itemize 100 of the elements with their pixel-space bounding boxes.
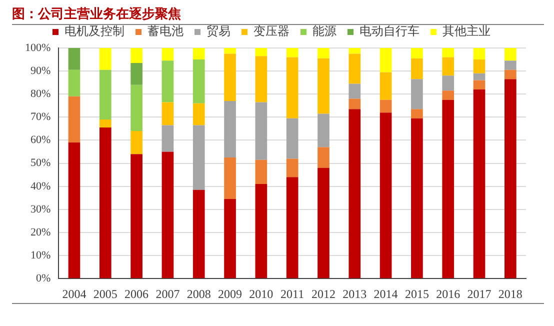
bar [192, 103, 205, 126]
bar [380, 72, 392, 100]
bar [473, 90, 486, 278]
y-tick-label: 0% [36, 272, 51, 284]
x-tick-label: 2013 [342, 286, 367, 301]
bar [442, 57, 454, 76]
bar [162, 102, 174, 126]
x-tick-label: 2005 [93, 286, 118, 301]
legend-label: 电动自行车 [360, 24, 420, 38]
bar [442, 100, 454, 278]
x-tick-label: 2006 [124, 286, 149, 301]
bar [318, 147, 330, 168]
y-tick-label: 90% [30, 64, 51, 77]
legend-label: 电机及控制 [64, 24, 124, 38]
x-tick-label: 2014 [374, 286, 398, 301]
bar [348, 109, 361, 278]
bar [192, 48, 205, 60]
bar [411, 109, 423, 118]
y-tick-label: 10% [30, 249, 51, 262]
bar [68, 48, 80, 70]
bar [473, 73, 486, 80]
bar [318, 168, 330, 278]
bar [442, 48, 454, 58]
y-tick-label: 80% [30, 88, 51, 100]
bar [162, 125, 174, 152]
bar [380, 100, 392, 113]
bar [286, 57, 298, 118]
bar [442, 76, 454, 91]
bar [68, 142, 80, 278]
bar [130, 84, 142, 132]
bar [504, 70, 516, 80]
y-tick-label: 30% [30, 203, 51, 216]
chart-title: 图：公司主营业务在逐步聚焦 [12, 6, 181, 23]
bar [130, 62, 142, 85]
x-tick-label: 2015 [404, 286, 429, 301]
bar [192, 125, 205, 190]
bar [130, 131, 142, 154]
bar [224, 199, 236, 278]
bar [224, 101, 236, 158]
legend-label: 蓄电池 [148, 24, 184, 38]
x-tick-label: 2008 [186, 286, 211, 301]
bar [442, 90, 454, 100]
bar [286, 158, 298, 178]
x-tick-label: 2012 [311, 286, 336, 301]
bar [286, 177, 298, 278]
bar [99, 48, 112, 70]
bar [99, 128, 112, 278]
y-tick-label: 50% [30, 157, 51, 170]
x-tick-label: 2018 [498, 286, 522, 301]
bar [318, 58, 330, 114]
y-tick-label: 100% [24, 42, 51, 54]
x-tick-label: 2004 [62, 286, 86, 301]
legend-label: 变压器 [254, 24, 290, 38]
bar [411, 79, 423, 110]
bar [255, 160, 268, 184]
bar [286, 48, 298, 58]
x-tick-label: 2007 [156, 286, 180, 301]
bar [473, 48, 486, 60]
bar [162, 152, 174, 278]
bar [130, 48, 142, 63]
bar [99, 119, 112, 128]
y-tick-label: 70% [30, 111, 51, 124]
bar [318, 48, 330, 58]
bar [380, 112, 392, 278]
x-tick-label: 2016 [436, 286, 460, 301]
legend-label: 贸易 [206, 24, 230, 38]
bar [130, 154, 142, 278]
bar [473, 80, 486, 90]
bar [162, 60, 174, 102]
bar [68, 70, 80, 96]
bar [504, 79, 516, 278]
bar [68, 96, 80, 143]
bar [192, 190, 205, 278]
bar [224, 54, 236, 102]
bar [192, 60, 205, 104]
x-tick-label: 2009 [218, 286, 242, 301]
bar [348, 84, 361, 99]
bar [473, 60, 486, 74]
bar [255, 48, 268, 56]
legend-label: 其他主业 [442, 24, 490, 38]
bar [224, 48, 236, 54]
bar [380, 48, 392, 72]
bar [504, 48, 516, 61]
bar [255, 56, 268, 102]
bar [411, 48, 423, 58]
bar [255, 184, 268, 278]
bar [348, 54, 361, 84]
bar [286, 118, 298, 159]
y-tick-label: 40% [30, 180, 51, 192]
x-tick-label: 2011 [280, 286, 304, 301]
y-tick-label: 20% [30, 226, 51, 238]
bar [255, 102, 268, 160]
bar [411, 58, 423, 80]
bar [348, 48, 361, 54]
bar [504, 60, 516, 70]
legend-label: 能源 [312, 24, 336, 38]
x-tick-label: 2017 [467, 286, 492, 301]
y-tick-label: 60% [30, 134, 51, 146]
bar [224, 158, 236, 200]
bar [411, 118, 423, 278]
